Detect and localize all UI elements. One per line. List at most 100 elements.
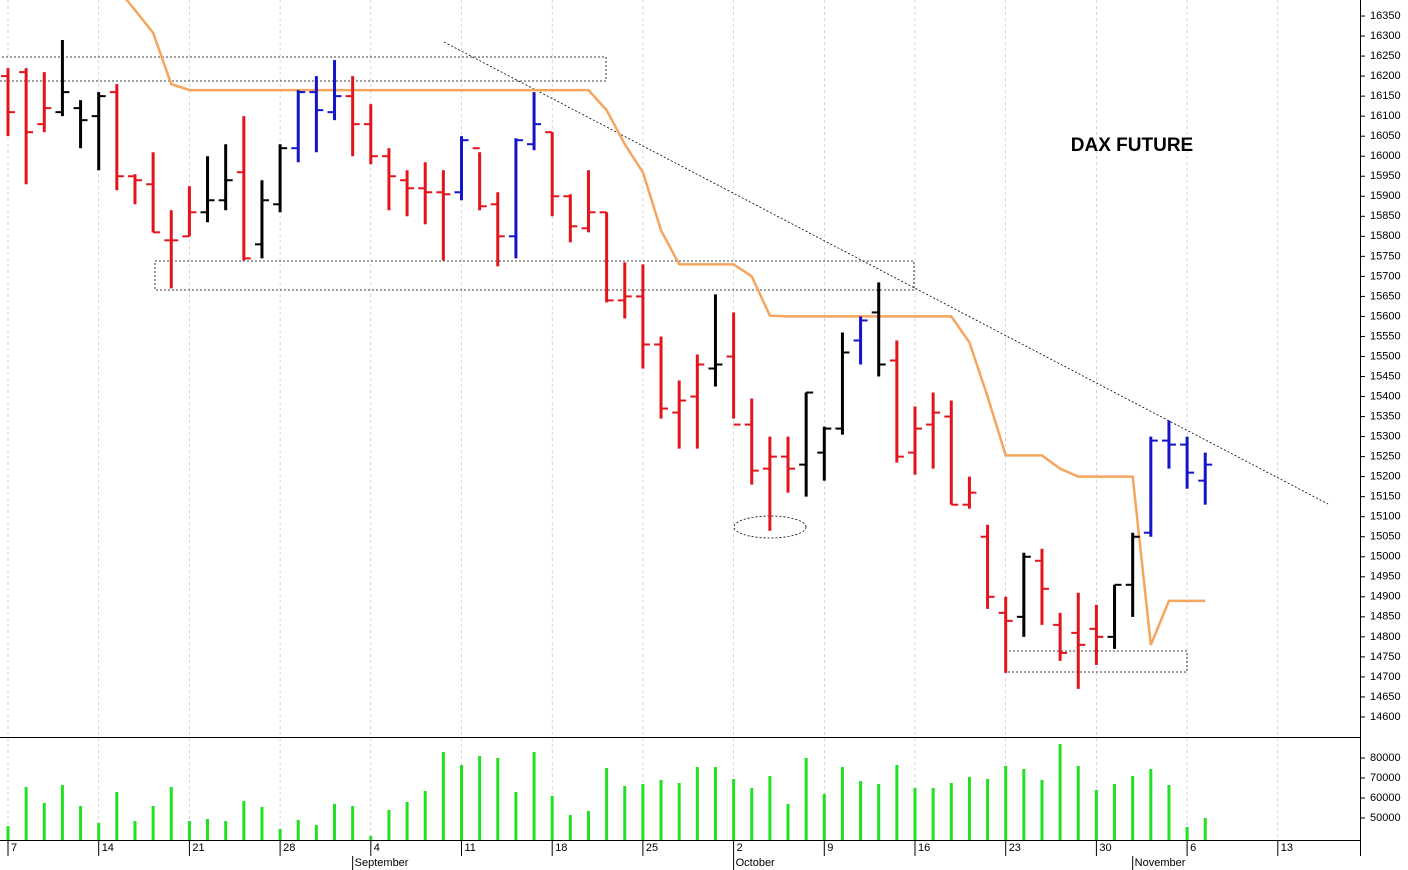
y-tick-label: 16000 <box>1370 150 1401 162</box>
volume-bar <box>514 792 518 840</box>
x-tick-label: 21 <box>192 842 204 854</box>
y-tick-label: 16250 <box>1370 50 1401 62</box>
volume-bar <box>695 767 699 840</box>
volume-bar <box>1022 769 1026 840</box>
volume-bar <box>79 806 83 840</box>
volume-bar <box>732 779 736 840</box>
y-tick-label: 14600 <box>1370 711 1401 723</box>
volume-bar <box>804 758 808 840</box>
volume-bar <box>278 829 282 840</box>
x-tick-label: 30 <box>1099 842 1111 854</box>
x-tick-label: 25 <box>646 842 658 854</box>
y-tick-label: 14900 <box>1370 591 1401 603</box>
volume-bar <box>859 781 863 840</box>
volume-bar <box>1149 769 1153 840</box>
volume-bar <box>206 819 210 840</box>
y-tick-label: 14750 <box>1370 651 1401 663</box>
volume-bar <box>913 788 917 840</box>
x-tick-label: 13 <box>1281 842 1293 854</box>
volume-bar <box>568 815 572 840</box>
volume-bar <box>260 807 264 840</box>
y-tick-label: 80000 <box>1370 752 1401 764</box>
y-tick-label: 16100 <box>1370 110 1401 122</box>
volume-bar <box>6 826 10 840</box>
y-tick-label: 15650 <box>1370 290 1401 302</box>
month-label: October <box>736 857 775 869</box>
volume-bar <box>786 804 790 840</box>
resistance-zone <box>0 56 607 82</box>
volume-bar <box>877 784 881 840</box>
y-tick-label: 15100 <box>1370 511 1401 523</box>
x-tick-label: 11 <box>465 842 476 854</box>
y-tick-label: 15350 <box>1370 410 1401 422</box>
volume-bar <box>405 802 409 840</box>
volume-bar <box>931 788 935 840</box>
y-tick-label: 15600 <box>1370 310 1401 322</box>
y-tick-label: 70000 <box>1370 772 1401 784</box>
volume-bar <box>97 823 101 840</box>
y-tick-label: 15800 <box>1370 230 1401 242</box>
month-label: November <box>1135 857 1186 869</box>
x-tick-label: 14 <box>102 842 114 854</box>
y-tick-label: 15200 <box>1370 471 1401 483</box>
volume-bar <box>659 780 663 840</box>
chart-title: DAX FUTURE <box>1071 135 1193 156</box>
y-tick-label: 50000 <box>1370 812 1401 824</box>
volume-bar <box>1131 776 1135 840</box>
volume-bar <box>1040 780 1044 840</box>
y-tick-label: 60000 <box>1370 792 1401 804</box>
volume-bar <box>1004 766 1008 840</box>
volume-bar <box>586 811 590 840</box>
x-tick-label: 16 <box>918 842 930 854</box>
x-tick-label: 2 <box>737 842 743 854</box>
volume-bar <box>387 810 391 840</box>
volume-bar <box>296 820 300 840</box>
y-tick-label: 15450 <box>1370 370 1401 382</box>
volume-bar <box>1113 784 1117 840</box>
y-tick-label: 16200 <box>1370 70 1401 82</box>
volume-bar <box>441 752 445 840</box>
x-tick-label: 6 <box>1190 842 1196 854</box>
y-tick-label: 14650 <box>1370 691 1401 703</box>
low-marker <box>733 515 807 539</box>
y-tick-label: 15550 <box>1370 330 1401 342</box>
y-tick-label: 15300 <box>1370 430 1401 442</box>
month-label: September <box>355 857 409 869</box>
y-tick-label: 15150 <box>1370 491 1401 503</box>
y-tick-label: 15000 <box>1370 551 1401 563</box>
volume-bar <box>949 783 953 840</box>
y-tick-label: 15900 <box>1370 190 1401 202</box>
y-tick-label: 15500 <box>1370 350 1401 362</box>
y-tick-label: 15950 <box>1370 170 1401 182</box>
volume-bar <box>460 765 463 840</box>
support-zone <box>154 260 915 291</box>
volume-bar <box>24 787 28 840</box>
y-tick-label: 16050 <box>1370 130 1401 142</box>
y-tick-label: 15700 <box>1370 270 1401 282</box>
volume-bar <box>641 784 645 840</box>
volume-bar <box>1167 785 1171 840</box>
volume-bar <box>967 777 971 840</box>
y-tick-label: 15050 <box>1370 531 1401 543</box>
volume-bar <box>1203 818 1207 840</box>
volume-bar <box>605 768 609 840</box>
volume-bar <box>187 821 191 840</box>
volume-bar <box>713 767 717 840</box>
volume-bar <box>1076 766 1080 840</box>
x-tick-label: 7 <box>11 842 17 854</box>
volume-bar <box>532 752 536 840</box>
y-tick-label: 16300 <box>1370 30 1401 42</box>
volume-bar <box>242 801 246 840</box>
support-zone <box>1004 650 1188 673</box>
volume-bar <box>333 804 337 840</box>
volume-bar <box>60 785 64 840</box>
volume-bar <box>768 776 772 840</box>
volume-bar <box>1185 827 1189 840</box>
y-tick-label: 15250 <box>1370 451 1401 463</box>
volume-bar <box>169 787 173 840</box>
volume-bar <box>1094 790 1098 840</box>
price-plot <box>1 0 1213 689</box>
x-tick-label: 4 <box>374 842 380 854</box>
volume-bar <box>822 794 826 840</box>
